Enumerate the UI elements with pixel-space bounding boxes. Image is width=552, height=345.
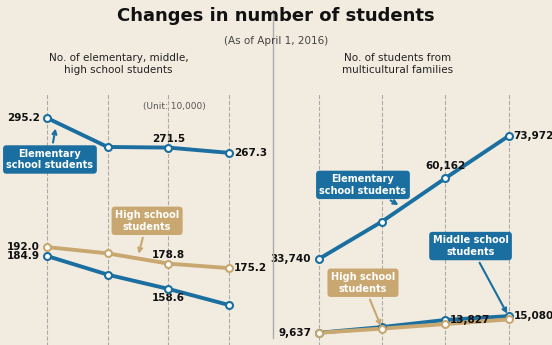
Text: 60,162: 60,162	[425, 161, 465, 171]
Text: (Unit: 10,000): (Unit: 10,000)	[143, 102, 206, 111]
Text: Elementary
school students: Elementary school students	[7, 131, 93, 170]
Text: No. of elementary, middle,
high school students: No. of elementary, middle, high school s…	[49, 53, 188, 75]
Text: 73,972: 73,972	[513, 131, 552, 141]
Text: 33,740: 33,740	[270, 254, 311, 264]
Text: 15,080: 15,080	[513, 311, 552, 321]
Text: 267.3: 267.3	[234, 148, 267, 158]
Text: 192.0: 192.0	[7, 242, 40, 252]
Text: No. of students from
multicultural families: No. of students from multicultural famil…	[342, 53, 453, 75]
Text: 175.2: 175.2	[234, 263, 267, 273]
Text: (As of April 1, 2016): (As of April 1, 2016)	[224, 36, 328, 46]
Text: 184.9: 184.9	[7, 251, 40, 261]
Text: 158.6: 158.6	[152, 293, 185, 303]
Text: 295.2: 295.2	[7, 113, 40, 123]
Text: Middle school
students: Middle school students	[433, 235, 508, 312]
Text: High school
students: High school students	[331, 272, 395, 324]
Text: 178.8: 178.8	[152, 250, 185, 260]
Text: High school
students: High school students	[115, 210, 179, 252]
Text: Elementary
school students: Elementary school students	[320, 174, 406, 204]
Text: 271.5: 271.5	[152, 134, 185, 144]
Text: 13,827: 13,827	[450, 315, 491, 325]
Text: Changes in number of students: Changes in number of students	[117, 7, 435, 25]
Text: 9,637: 9,637	[278, 328, 311, 338]
